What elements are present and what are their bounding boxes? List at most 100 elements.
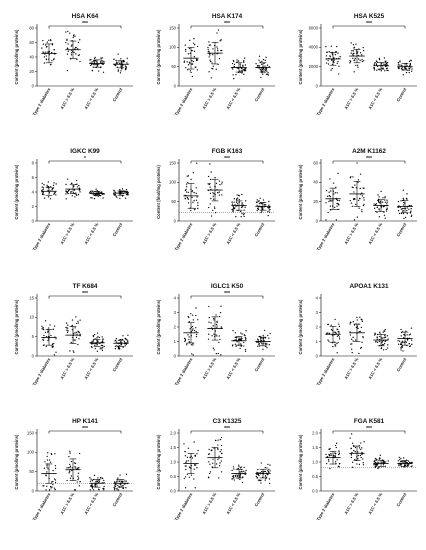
data-point bbox=[400, 212, 403, 214]
data-point bbox=[74, 332, 76, 334]
data-point bbox=[210, 77, 212, 79]
data-point bbox=[354, 198, 356, 200]
data-point bbox=[208, 321, 210, 323]
data-point bbox=[334, 318, 336, 321]
data-point bbox=[239, 70, 241, 72]
data-point bbox=[91, 61, 93, 63]
data-point bbox=[232, 205, 234, 208]
data-point bbox=[209, 59, 211, 61]
data-point bbox=[241, 202, 243, 204]
data-point bbox=[193, 56, 195, 58]
data-point bbox=[383, 337, 385, 339]
data-point bbox=[116, 62, 118, 64]
data-point bbox=[239, 63, 241, 65]
data-point bbox=[359, 187, 361, 190]
data-point bbox=[101, 60, 103, 62]
y-axis-label: Content (pmol/mg proteins) bbox=[14, 434, 19, 490]
data-point bbox=[268, 478, 271, 480]
data-point bbox=[92, 335, 95, 338]
data-point bbox=[189, 62, 191, 64]
data-point bbox=[102, 197, 104, 199]
data-point bbox=[55, 194, 57, 196]
data-point bbox=[115, 337, 118, 340]
data-point bbox=[193, 468, 195, 470]
data-point bbox=[197, 59, 199, 61]
data-point bbox=[103, 489, 105, 491]
data-point bbox=[52, 469, 54, 472]
data-point bbox=[357, 179, 360, 181]
data-point bbox=[354, 446, 357, 449]
data-point bbox=[91, 69, 94, 72]
data-point bbox=[354, 451, 356, 453]
data-point bbox=[193, 441, 195, 443]
data-point bbox=[360, 456, 362, 459]
data-point bbox=[93, 342, 95, 345]
data-point bbox=[121, 61, 123, 63]
data-point bbox=[68, 456, 70, 458]
data-point bbox=[117, 484, 119, 486]
data-point bbox=[240, 337, 242, 339]
data-point bbox=[53, 487, 56, 489]
data-point bbox=[235, 216, 237, 218]
data-point bbox=[78, 331, 81, 334]
data-point bbox=[405, 71, 408, 74]
data-point bbox=[234, 339, 236, 341]
data-point bbox=[362, 337, 364, 339]
data-point bbox=[191, 63, 193, 65]
data-point bbox=[257, 339, 260, 341]
data-point bbox=[96, 337, 98, 339]
data-point bbox=[363, 203, 365, 206]
data-point bbox=[231, 345, 234, 347]
data-point bbox=[217, 49, 219, 52]
data-point bbox=[77, 54, 80, 56]
data-point bbox=[48, 459, 51, 461]
data-point bbox=[360, 318, 363, 321]
data-point bbox=[208, 44, 210, 46]
data-point bbox=[186, 61, 188, 63]
data-point bbox=[184, 44, 186, 46]
data-point bbox=[100, 66, 102, 68]
data-point bbox=[363, 199, 365, 201]
chart-panel-6: A2M K1162 0 20 40 60 Content (pmol/mg protein… bbox=[298, 148, 417, 251]
data-point bbox=[197, 202, 199, 204]
data-point bbox=[183, 443, 185, 445]
data-point bbox=[49, 324, 51, 326]
data-point bbox=[219, 338, 221, 341]
data-point bbox=[243, 215, 245, 217]
data-point bbox=[330, 45, 332, 47]
data-point bbox=[195, 327, 197, 329]
data-point bbox=[191, 49, 193, 52]
data-point bbox=[48, 327, 50, 329]
y-tick-label: 50 bbox=[171, 64, 176, 69]
data-point bbox=[43, 62, 45, 64]
data-point bbox=[245, 330, 247, 332]
data-point bbox=[47, 189, 49, 192]
data-point bbox=[121, 191, 123, 193]
data-point bbox=[193, 50, 196, 52]
data-point bbox=[101, 336, 103, 338]
data-point bbox=[261, 207, 263, 210]
data-point bbox=[121, 65, 124, 67]
data-point bbox=[70, 475, 73, 477]
data-point bbox=[77, 320, 79, 323]
data-point bbox=[327, 323, 329, 326]
data-point bbox=[383, 214, 386, 216]
data-point bbox=[77, 330, 79, 332]
data-point bbox=[381, 337, 384, 339]
data-point bbox=[353, 219, 356, 221]
data-point bbox=[100, 477, 102, 479]
data-point bbox=[67, 192, 69, 195]
data-point bbox=[264, 479, 266, 481]
data-point bbox=[386, 207, 388, 209]
data-point bbox=[74, 339, 76, 341]
data-point bbox=[208, 183, 210, 186]
data-point bbox=[386, 62, 389, 64]
data-point bbox=[402, 350, 404, 352]
data-point bbox=[214, 177, 216, 179]
y-tick-label: 2 bbox=[316, 324, 319, 329]
data-point bbox=[116, 66, 118, 68]
data-point bbox=[381, 342, 383, 344]
data-point bbox=[338, 208, 340, 211]
data-point bbox=[91, 197, 93, 199]
data-point bbox=[121, 62, 123, 64]
